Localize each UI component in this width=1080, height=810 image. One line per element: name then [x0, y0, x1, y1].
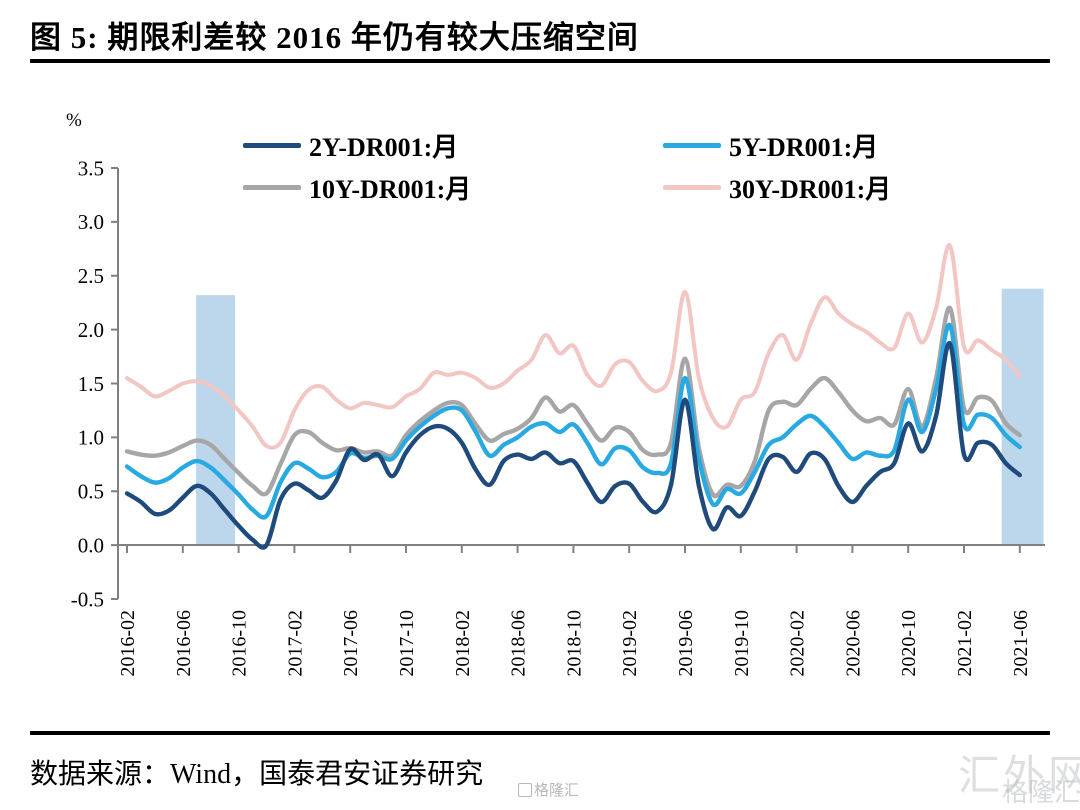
x-tick-label: 2018-06: [508, 610, 530, 677]
series-line-10y: [124, 305, 1022, 499]
y-tick-label: 3.0: [78, 210, 104, 234]
x-tick-label: 2021-06: [1010, 610, 1032, 677]
x-tick-label: 2017-10: [396, 610, 418, 677]
x-tick-label: 2019-02: [619, 610, 641, 677]
x-tick-label: 2016-02: [117, 610, 139, 677]
highlight-bands: [196, 288, 1044, 545]
x-tick-label: 2016-06: [173, 610, 195, 677]
y-tick-label: 1.5: [78, 372, 104, 396]
y-tick-label: 0.0: [78, 533, 104, 557]
legend-line-swatch-5y: [663, 142, 721, 148]
x-tick-label: 2020-02: [787, 610, 809, 677]
x-tick-label: 2017-02: [284, 610, 306, 677]
y-tick-label: 3.5: [78, 156, 104, 180]
data-source-text: 数据来源：Wind，国泰君安证券研究: [30, 759, 484, 790]
axes: [111, 167, 1045, 600]
legend-label-30y: 30Y-DR001:月: [729, 174, 892, 204]
watermark-corner-large: 汇外网: [958, 754, 1080, 800]
highlight-band-1: [196, 295, 236, 545]
y-axis-labels: 3.5 3.0 2.5 2.0 1.5 1.0 0.5 0.0 -0.5: [71, 156, 104, 611]
series-line-2y: [124, 341, 1022, 550]
x-tick-label: 2016-10: [229, 610, 251, 677]
legend-item-30y: 30Y-DR001:月: [663, 170, 891, 204]
legend-line-swatch-30y: [663, 184, 721, 190]
y-axis-unit-label: %: [66, 110, 82, 131]
watermark-corner-small: 格隆汇: [1002, 778, 1080, 807]
legend-item-10y: 10Y-DR001:月: [243, 170, 471, 204]
title-divider: [30, 59, 1050, 63]
series-line-30y: [125, 243, 1022, 450]
legend-label-2y: 2Y-DR001:月: [309, 132, 459, 162]
gelonghui-logo-icon: [518, 782, 532, 797]
series-line-5y: [124, 323, 1022, 520]
y-tick-label: 1.0: [78, 426, 104, 450]
legend-item-5y: 5Y-DR001:月: [663, 128, 878, 162]
y-tick-label: -0.5: [71, 587, 104, 611]
x-axis-labels: 2016-02 2016-06 2016-10 2017-02 2017-06 2017-…: [117, 610, 1032, 677]
x-tick-label: 2018-10: [563, 610, 585, 677]
legend-label-10y: 10Y-DR001:月: [309, 174, 472, 204]
legend-line-swatch-10y: [243, 184, 301, 190]
y-tick-label: 2.0: [78, 318, 104, 342]
watermark-center-text: 格隆汇: [534, 783, 580, 799]
x-tick-label: 2021-02: [954, 610, 976, 677]
y-tick-label: 0.5: [78, 480, 104, 504]
footer-divider: [30, 731, 1050, 735]
x-tick-label: 2018-02: [452, 610, 474, 677]
x-tick-label: 2020-10: [898, 610, 920, 677]
y-tick-label: 2.5: [78, 264, 104, 288]
legend-label-5y: 5Y-DR001:月: [729, 132, 879, 162]
legend-item-2y: 2Y-DR001:月: [243, 128, 458, 162]
x-tick-label: 2020-06: [842, 610, 864, 677]
x-tick-label: 2019-06: [675, 610, 697, 677]
highlight-band-2: [1001, 288, 1044, 545]
legend-line-swatch-2y: [243, 142, 301, 148]
x-tick-label: 2017-06: [340, 610, 362, 677]
figure-title: 图 5: 期限利差较 2016 年仍有较大压缩空间: [30, 20, 639, 55]
x-tick-label: 2019-10: [731, 610, 753, 677]
watermark-center: 格隆汇: [518, 779, 579, 800]
